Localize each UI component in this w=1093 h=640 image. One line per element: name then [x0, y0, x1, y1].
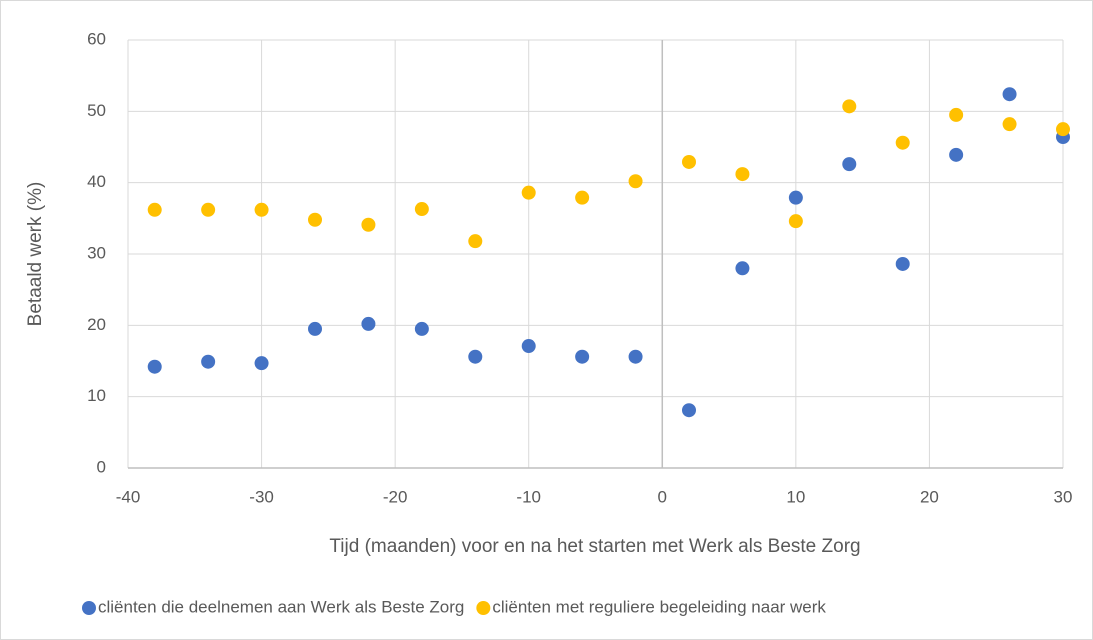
y-tick-label: 20: [87, 315, 106, 334]
y-axis-label: Betaald werk (%): [25, 182, 46, 327]
point: [201, 202, 216, 217]
point: [308, 321, 322, 336]
point: [468, 349, 483, 364]
point: [201, 354, 216, 369]
point: [521, 185, 536, 200]
point: [842, 157, 857, 172]
point: [1056, 122, 1070, 137]
point: [521, 339, 536, 354]
point: [361, 316, 376, 331]
x-tick-label: 30: [1054, 487, 1073, 506]
point: [895, 256, 910, 271]
point: [949, 147, 964, 162]
x-tick-label: -20: [383, 487, 408, 506]
point: [575, 349, 590, 364]
point: [414, 321, 429, 336]
point: [147, 359, 162, 374]
point: [682, 154, 696, 169]
point: [735, 261, 750, 276]
point: [949, 107, 964, 122]
point: [628, 349, 643, 364]
point: [628, 174, 643, 189]
legend-label: cliënten die deelnemen aan Werk als Best…: [98, 597, 464, 616]
point: [682, 403, 696, 418]
y-tick-label: 60: [87, 29, 106, 48]
x-tick-label: -40: [116, 487, 141, 506]
point: [468, 234, 483, 249]
legend-label: cliënten met reguliere begeleiding naar …: [492, 597, 826, 616]
x-tick-label: 10: [786, 487, 805, 506]
y-tick-label: 30: [87, 243, 106, 262]
point: [254, 356, 269, 371]
point: [254, 202, 269, 217]
x-tick-label: -10: [516, 487, 541, 506]
y-tick-label: 40: [87, 172, 106, 191]
point: [147, 202, 162, 217]
point: [788, 214, 803, 229]
y-tick-label: 10: [87, 386, 106, 405]
point: [735, 167, 750, 182]
point: [308, 212, 322, 227]
legend-marker: [82, 601, 96, 615]
point: [414, 202, 429, 217]
point: [1002, 117, 1017, 132]
point: [361, 217, 376, 232]
point: [842, 99, 857, 114]
point: [575, 190, 590, 205]
y-tick-label: 50: [87, 101, 106, 120]
x-axis-label: Tijd (maanden) voor en na het starten me…: [329, 536, 860, 557]
y-tick-label: 0: [97, 457, 106, 476]
x-tick-label: -30: [249, 487, 274, 506]
legend-marker: [476, 601, 491, 615]
point: [1002, 87, 1017, 102]
point: [895, 135, 910, 150]
x-tick-label: 0: [658, 487, 667, 506]
point: [788, 190, 803, 205]
x-tick-label: 20: [920, 487, 939, 506]
